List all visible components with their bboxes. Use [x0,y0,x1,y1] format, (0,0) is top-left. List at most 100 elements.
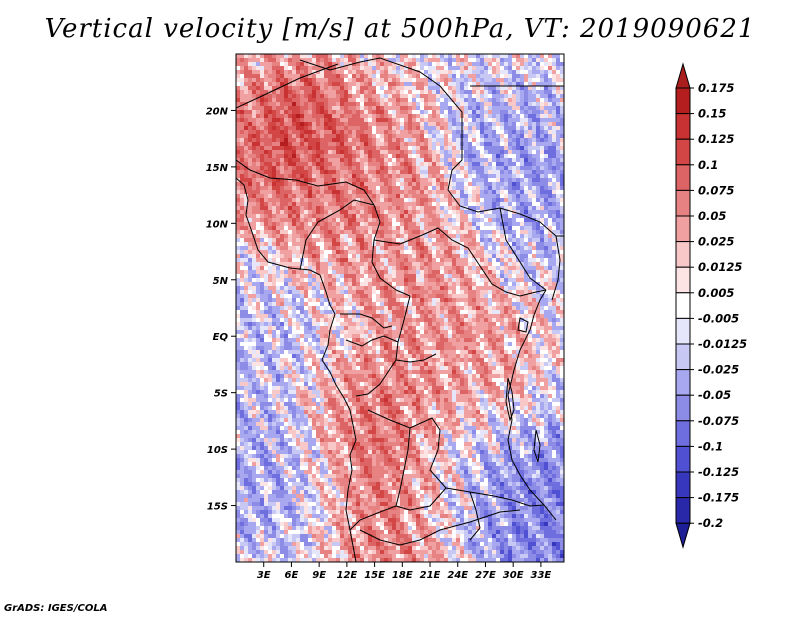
field-cell [384,130,389,135]
field-cell [500,182,505,187]
field-cell [504,282,509,287]
field-cell [532,94,537,99]
field-cell [520,262,525,267]
field-cell [440,150,445,155]
field-cell [536,146,541,151]
field-cell [400,166,405,171]
field-cell [452,198,457,203]
field-cell [456,122,461,127]
field-cell [408,122,413,127]
field-cell [548,186,553,191]
field-cell [256,194,261,199]
field-cell [340,198,345,203]
field-cell [420,90,425,95]
field-cell [448,122,453,127]
field-cell [500,130,505,135]
field-cell [516,226,521,231]
field-cell [400,178,405,183]
field-cell [560,130,564,135]
field-cell [388,210,393,215]
field-cell [248,278,253,283]
field-cell [464,246,469,251]
field-cell [280,218,285,223]
field-cell [312,218,317,223]
field-cell [468,266,473,271]
field-cell [496,98,501,103]
field-cell [240,126,245,131]
field-cell [352,218,357,223]
field-cell [312,142,317,147]
field-cell [360,274,365,279]
field-cell [268,286,273,291]
field-cell [392,166,397,171]
field-cell [396,250,401,255]
field-cell [308,250,313,255]
field-cell [236,210,241,215]
field-cell [548,62,553,67]
field-cell [492,110,497,115]
field-cell [484,86,489,91]
field-cell [412,214,417,219]
field-cell [476,166,481,171]
field-cell [316,238,321,243]
field-cell [504,74,509,79]
field-cell [264,74,269,79]
field-cell [288,66,293,71]
field-cell [388,110,393,115]
field-cell [536,262,541,267]
field-cell [244,222,249,227]
field-cell [264,186,269,191]
field-cell [556,198,561,203]
field-cell [396,146,401,151]
field-cell [376,74,381,79]
field-cell [508,150,513,155]
field-cell [484,262,489,267]
field-cell [356,286,361,291]
field-cell [344,82,349,87]
field-cell [468,122,473,127]
field-cell [248,258,253,263]
field-cell [504,190,509,195]
field-cell [344,126,349,131]
field-cell [296,230,301,235]
field-cell [304,158,309,163]
field-cell [240,210,245,215]
field-cell [356,118,361,123]
field-cell [560,238,564,243]
field-cell [532,206,537,211]
field-cell [324,234,329,239]
field-cell [292,146,297,151]
field-cell [544,198,549,203]
field-cell [236,86,241,91]
field-cell [428,62,433,67]
field-cell [336,130,341,135]
field-cell [428,186,433,191]
field-cell [272,162,277,167]
field-cell [328,274,333,279]
field-cell [368,242,373,247]
field-cell [528,238,533,243]
field-cell [448,110,453,115]
field-cell [336,138,341,143]
field-cell [448,186,453,191]
field-cell [412,266,417,271]
field-cell [268,238,273,243]
field-cell [496,118,501,123]
field-cell [456,134,461,139]
field-cell [444,106,449,111]
field-cell [508,138,513,143]
field-cell [476,154,481,159]
field-cell [548,174,553,179]
field-cell [408,210,413,215]
field-cell [428,194,433,199]
field-cell [476,70,481,75]
field-cell [248,210,253,215]
field-cell [424,250,429,255]
field-cell [384,294,389,299]
field-cell [256,82,261,87]
field-cell [280,114,285,119]
field-cell [472,186,477,191]
field-cell [368,194,373,199]
field-cell [340,250,345,255]
field-cell [360,134,365,139]
